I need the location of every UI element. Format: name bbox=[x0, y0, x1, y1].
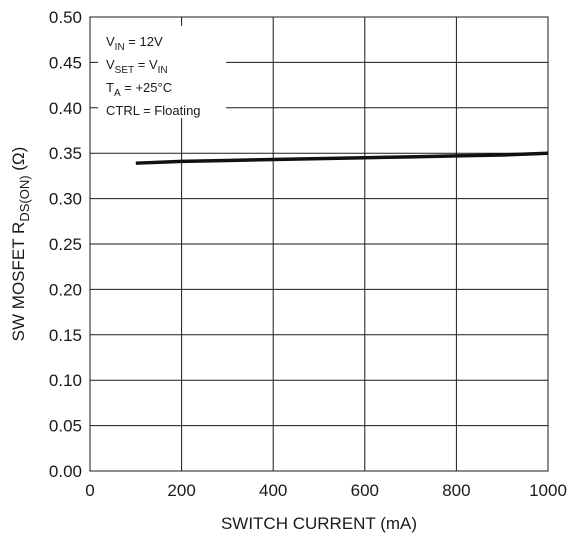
conditions-box bbox=[98, 26, 226, 118]
y-tick-label: 0.15 bbox=[49, 326, 82, 345]
condition-line: VIN = 12V bbox=[106, 34, 163, 53]
condition-subscript: IN bbox=[115, 42, 125, 53]
condition-subscript: A bbox=[114, 88, 121, 99]
condition-subscript-2: IN bbox=[158, 65, 168, 76]
y-tick-label: 0.00 bbox=[49, 462, 82, 481]
condition-main: V bbox=[106, 34, 115, 49]
condition-rest: = +25°C bbox=[121, 80, 172, 95]
y-tick-label: 0.45 bbox=[49, 53, 82, 72]
condition-main: V bbox=[106, 57, 115, 72]
y-tick-label: 0.25 bbox=[49, 235, 82, 254]
y-tick-label: 0.35 bbox=[49, 144, 82, 163]
series-group bbox=[135, 151, 549, 165]
condition-main: T bbox=[106, 80, 114, 95]
condition-line: CTRL = Floating bbox=[106, 103, 201, 118]
y-tick-label: 0.50 bbox=[49, 8, 82, 27]
condition-rest: = 12V bbox=[125, 34, 163, 49]
condition-main: CTRL = Floating bbox=[106, 103, 201, 118]
x-tick-label: 800 bbox=[442, 481, 470, 500]
y-tick-label: 0.10 bbox=[49, 371, 82, 390]
y-axis-title: SW MOSFET RDS(ON) (Ω) bbox=[9, 147, 32, 342]
y-tick-label: 0.40 bbox=[49, 99, 82, 118]
y-axis-title-unit: (Ω) bbox=[9, 147, 28, 176]
y-tick-labels: 0.00 0.05 0.10 0.15 0.20 0.25 0.30 0.35 0.40 0.45… bbox=[49, 8, 82, 481]
x-tick-label: 200 bbox=[167, 481, 195, 500]
condition-line: TA = +25°C bbox=[106, 80, 172, 99]
y-tick-label: 0.20 bbox=[49, 280, 82, 299]
plot-frame bbox=[89, 16, 549, 472]
y-tick-label: 0.30 bbox=[49, 190, 82, 209]
condition-rest: = V bbox=[134, 57, 158, 72]
x-tick-labels: 0 200 400 600 800 1000 bbox=[85, 481, 567, 500]
y-tick-label: 0.05 bbox=[49, 417, 82, 436]
x-tick-label: 1000 bbox=[529, 481, 567, 500]
y-axis-title-subscript: DS(ON) bbox=[17, 175, 32, 221]
x-tick-label: 0 bbox=[85, 481, 94, 500]
y-axis-title-main: SW MOSFET R bbox=[9, 222, 28, 342]
series-line bbox=[135, 151, 549, 165]
x-tick-label: 400 bbox=[259, 481, 287, 500]
x-axis-title: SWITCH CURRENT (mA) bbox=[221, 514, 417, 533]
condition-line: VSET = VIN bbox=[106, 57, 168, 76]
condition-subscript: SET bbox=[115, 65, 134, 76]
x-tick-label: 600 bbox=[351, 481, 379, 500]
